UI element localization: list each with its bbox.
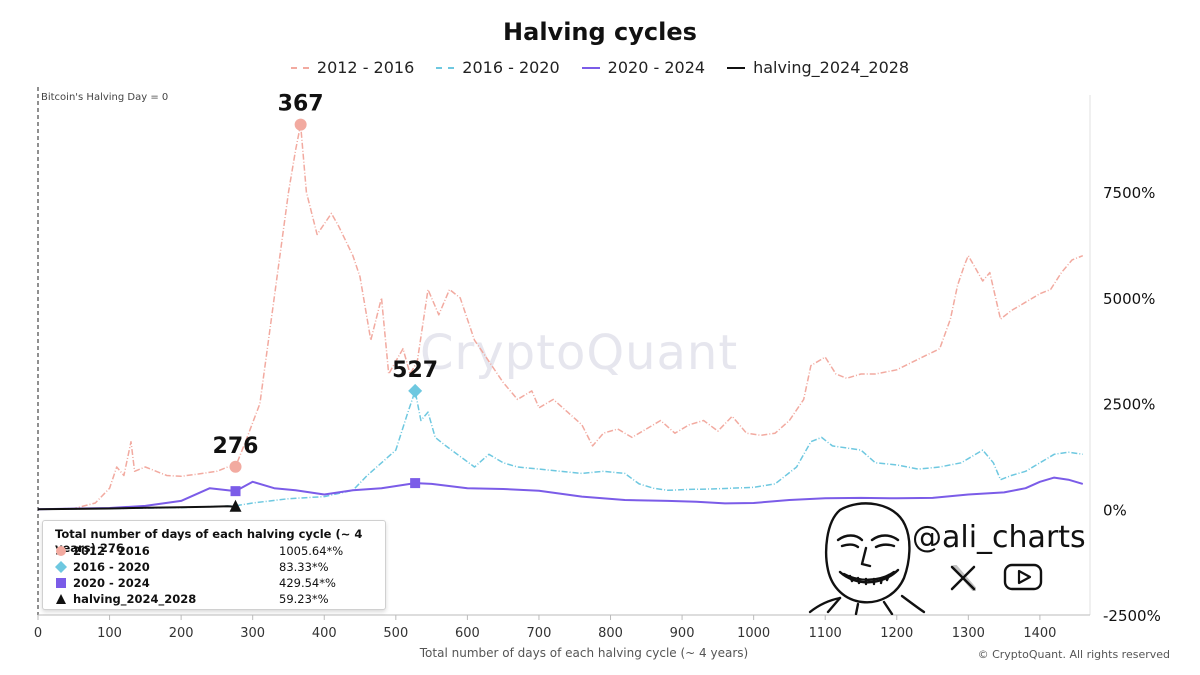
- diamond-marker-icon: [55, 561, 67, 573]
- tooltip-row-label: 2016 - 2020: [73, 560, 150, 574]
- x-tick-label: 1300: [952, 626, 985, 641]
- triangle-marker: [229, 499, 242, 512]
- copyright-notice: © CryptoQuant. All rights reserved: [977, 648, 1170, 661]
- peak-annotation: 367: [278, 92, 324, 117]
- tooltip-panel: Total number of days of each halving cyc…: [42, 520, 386, 610]
- x-tick-label: 700: [527, 626, 552, 641]
- legend: 2012 - 2016 2016 - 2020 2020 - 2024 halv…: [0, 58, 1200, 77]
- tooltip-row: halving_2024_2028 59.23*%: [55, 591, 375, 607]
- x-tick-label: 200: [169, 626, 194, 641]
- legend-item-2012-2016[interactable]: 2012 - 2016: [290, 58, 415, 77]
- series-line-0: [37, 123, 1084, 511]
- x-axis-title: Total number of days of each halving cyc…: [419, 646, 748, 660]
- square-marker-icon: [55, 577, 67, 589]
- y-tick-label: 5000%: [1103, 290, 1155, 308]
- tooltip-row: 2020 - 2024 429.54*%: [55, 575, 375, 591]
- legend-label: 2012 - 2016: [316, 58, 415, 77]
- youtube-icon[interactable]: [1003, 562, 1043, 592]
- square-marker: [410, 478, 421, 489]
- tooltip-row-label: 2012 - 2016: [73, 544, 150, 558]
- legend-swatch-2020-2024: [581, 66, 600, 69]
- x-tick-label: 1100: [809, 626, 842, 641]
- x-tick-label: 300: [240, 626, 265, 641]
- halving-day-label: Bitcoin's Halving Day = 0: [41, 92, 168, 103]
- x-tick-label: 400: [312, 626, 337, 641]
- meme-face-icon: [808, 502, 926, 615]
- legend-swatch-2012-2016: [290, 66, 309, 69]
- legend-item-2020-2024[interactable]: 2020 - 2024: [581, 58, 706, 77]
- peak-annotation: 276: [213, 434, 259, 459]
- x-tick-label: 1400: [1023, 626, 1056, 641]
- x-tick-label: 100: [97, 626, 122, 641]
- x-logo-icon[interactable]: [950, 565, 976, 591]
- x-tick-label: 600: [455, 626, 480, 641]
- square-marker: [230, 486, 241, 497]
- tooltip-row: 2012 - 2016 1005.64*%: [55, 543, 375, 559]
- y-tick-label: -2500%: [1103, 607, 1161, 625]
- brand-handle: @ali_charts: [912, 520, 1086, 555]
- x-tick-label: 1000: [737, 626, 770, 641]
- tooltip-row-value: 83.33*%: [279, 560, 329, 574]
- legend-label: 2016 - 2020: [462, 58, 560, 77]
- tooltip-row-value: 1005.64*%: [279, 544, 344, 558]
- series-line-3: [37, 505, 236, 511]
- diamond-marker: [408, 383, 423, 398]
- watermark: CryptoQuant: [420, 325, 739, 381]
- tooltip-row-value: 429.54*%: [279, 576, 336, 590]
- x-tick-label: 1200: [880, 626, 913, 641]
- legend-label: 2020 - 2024: [607, 58, 706, 77]
- x-tick-label: 900: [670, 626, 695, 641]
- tooltip-row-value: 59.23*%: [279, 592, 329, 606]
- y-tick-label: 7500%: [1103, 184, 1155, 202]
- legend-swatch-halving-2024-2028: [727, 66, 746, 69]
- y-tick-label: 2500%: [1103, 396, 1155, 414]
- x-tick-label: 0: [34, 626, 42, 641]
- legend-item-2016-2020[interactable]: 2016 - 2020: [436, 58, 560, 77]
- legend-item-halving-2024-2028[interactable]: halving_2024_2028: [727, 58, 909, 77]
- circle-marker: [294, 118, 307, 131]
- legend-label: halving_2024_2028: [753, 58, 910, 77]
- circle-marker: [229, 460, 242, 473]
- series-line-2: [37, 476, 1084, 511]
- tooltip-row-label: 2020 - 2024: [73, 576, 150, 590]
- x-tick-label: 800: [598, 626, 623, 641]
- tooltip-header: Total number of days of each halving cyc…: [55, 527, 363, 555]
- circle-marker-icon: [55, 545, 67, 557]
- legend-swatch-2016-2020: [436, 66, 455, 69]
- tooltip-row-label: halving_2024_2028: [73, 592, 197, 606]
- chart-title: Halving cycles: [503, 18, 697, 46]
- peak-annotation: 527: [392, 358, 438, 383]
- series-line-1: [37, 390, 1083, 511]
- y-tick-label: 0%: [1103, 501, 1127, 519]
- triangle-marker-icon: [55, 593, 67, 605]
- x-tick-label: 500: [383, 626, 408, 641]
- tooltip-row: 2016 - 2020 83.33*%: [55, 559, 375, 575]
